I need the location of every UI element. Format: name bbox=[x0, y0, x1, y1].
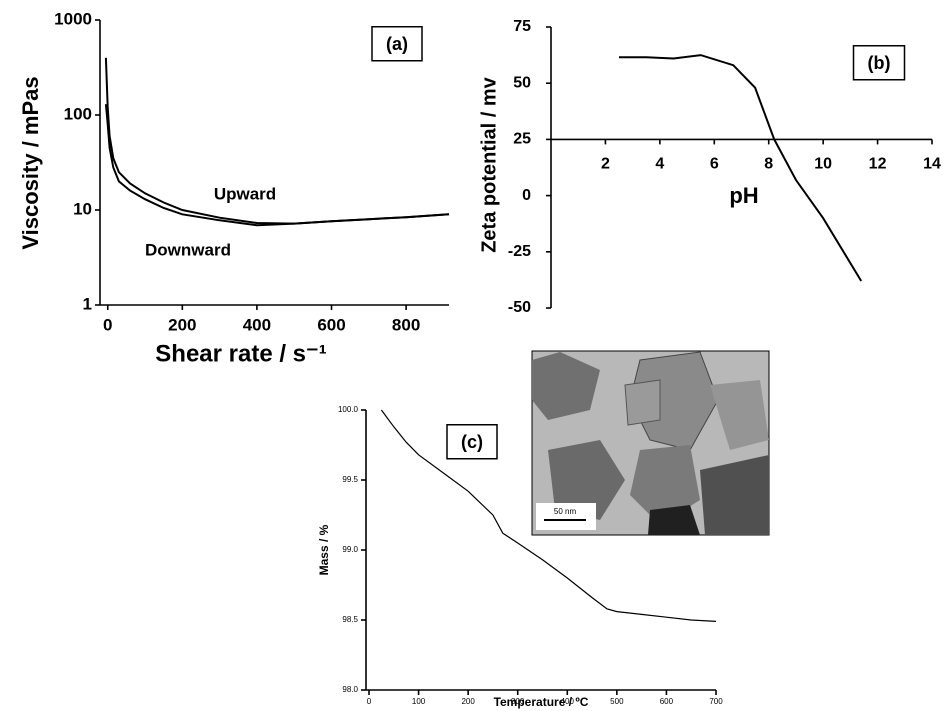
x-tick-label: 200 bbox=[461, 697, 475, 706]
x-tick-label: 6 bbox=[710, 156, 719, 173]
y-axis-label: Mass / % bbox=[317, 524, 331, 575]
x-tick-label: 800 bbox=[392, 315, 420, 334]
y-tick-label: 100.0 bbox=[338, 405, 359, 414]
x-axis-label: Temperature / ºC bbox=[494, 695, 589, 709]
x-tick-label: 100 bbox=[412, 697, 426, 706]
y-tick-label: -50 bbox=[508, 299, 531, 316]
x-tick-label: 200 bbox=[168, 315, 196, 334]
x-tick-label: 400 bbox=[243, 315, 271, 334]
x-tick-label: 2 bbox=[601, 156, 610, 173]
y-tick-label: 25 bbox=[513, 131, 531, 148]
x-tick-label: 500 bbox=[610, 697, 624, 706]
panel-label: (c) bbox=[461, 432, 483, 452]
y-tick-label: 98.5 bbox=[342, 615, 358, 624]
x-tick-label: 8 bbox=[764, 156, 773, 173]
x-tick-label: 14 bbox=[923, 156, 941, 173]
y-tick-label: 1 bbox=[83, 294, 92, 313]
y-tick-label: 0 bbox=[522, 187, 531, 204]
y-tick-label: -25 bbox=[508, 243, 531, 260]
y-tick-label: 10 bbox=[73, 199, 92, 218]
figure: 11010010000200400600800Shear rate / s⁻¹V… bbox=[0, 0, 946, 711]
y-tick-label: 100 bbox=[64, 104, 92, 123]
x-axis-label: Shear rate / s⁻¹ bbox=[155, 340, 326, 367]
series-label: Upward bbox=[214, 184, 276, 203]
y-tick-label: 1000 bbox=[54, 9, 92, 28]
x-tick-label: 4 bbox=[655, 156, 664, 173]
y-axis-label: Zeta potential / mv bbox=[478, 76, 500, 252]
panel-label: (a) bbox=[386, 34, 408, 54]
y-tick-label: 75 bbox=[513, 18, 531, 35]
x-tick-label: 600 bbox=[317, 315, 345, 334]
series-label: Downward bbox=[145, 240, 231, 259]
y-tick-label: 99.5 bbox=[342, 475, 358, 484]
y-tick-label: 50 bbox=[513, 74, 531, 91]
x-tick-label: 0 bbox=[103, 315, 112, 334]
y-tick-label: 98.0 bbox=[342, 685, 358, 694]
scale-bar-label: 50 nm bbox=[554, 507, 577, 516]
data-line bbox=[106, 58, 449, 224]
x-tick-label: 700 bbox=[709, 697, 723, 706]
data-line bbox=[106, 104, 449, 225]
y-tick-label: 99.0 bbox=[342, 545, 358, 554]
x-tick-label: 10 bbox=[814, 156, 832, 173]
x-tick-label: 600 bbox=[660, 697, 674, 706]
x-tick-label: 12 bbox=[869, 156, 887, 173]
panel-label: (b) bbox=[868, 53, 891, 73]
y-axis-label: Viscosity / mPas bbox=[18, 76, 43, 249]
x-axis-label: pH bbox=[729, 183, 758, 208]
x-tick-label: 0 bbox=[367, 697, 372, 706]
